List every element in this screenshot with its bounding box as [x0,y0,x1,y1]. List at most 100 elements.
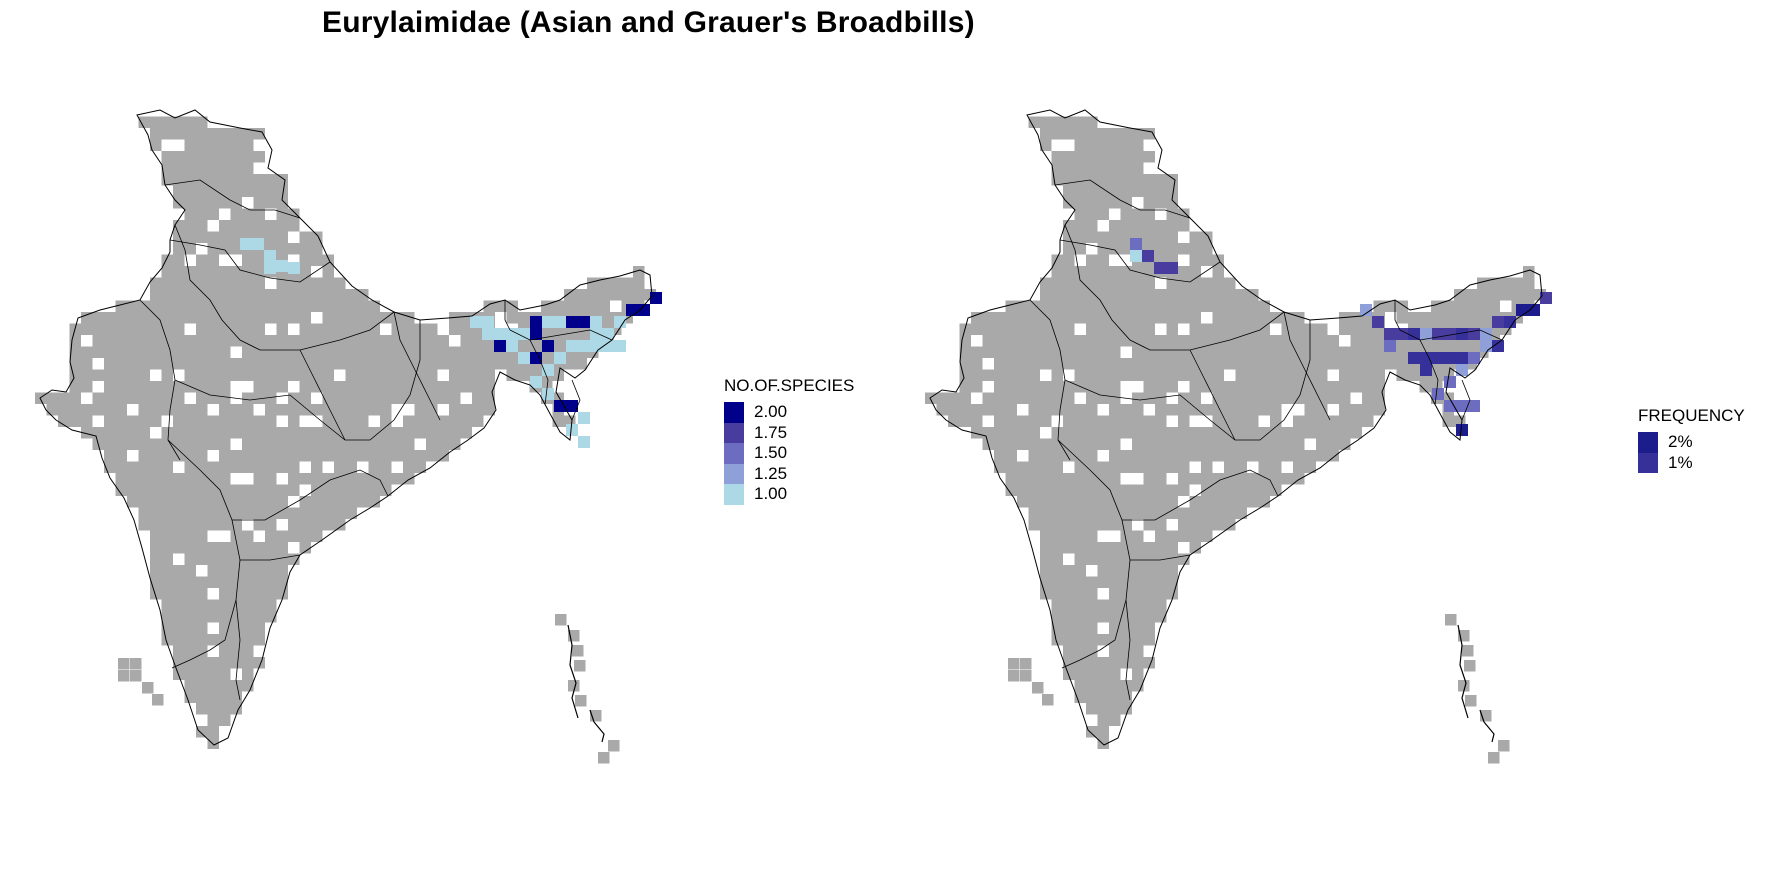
occupied-cell [1492,316,1504,328]
frequency-occupied-cells [1130,238,1552,436]
occupied-cell [1130,250,1142,262]
occupied-cell [1444,328,1456,340]
occupied-cell [1154,262,1166,274]
state-boundary [393,311,441,421]
state-boundary [1419,339,1439,406]
state-boundary [1130,554,1191,561]
figure-title: Eurylaimidae (Asian and Grauer's Broadbi… [322,6,975,39]
occupied-cell [542,340,554,352]
occupied-cell [506,328,518,340]
occupied-cell [566,424,578,436]
occupied-cell [518,352,530,364]
legend-label: 1% [1668,452,1693,472]
occupied-cell [252,238,264,250]
occupied-cell [1372,316,1384,328]
occupied-cell [590,340,602,352]
nicobar-islands-outline [1479,709,1495,743]
state-boundary [171,599,237,669]
occupied-cell [1456,328,1468,340]
legend-swatch [724,463,744,484]
occupied-cell [1166,262,1178,274]
occupied-cell [1384,328,1396,340]
legend-swatch [724,443,744,464]
legend-item: 1.25 [724,463,854,484]
state-boundary [509,329,613,341]
occupied-cell [1142,250,1154,262]
legend-title: NO.OF.SPECIES [724,376,855,395]
legend-swatch [1638,432,1658,453]
occupied-cell [1130,238,1142,250]
occupied-cell [288,262,300,274]
occupied-cell [1456,400,1468,412]
occupied-cell [1408,352,1420,364]
occupied-cell [506,340,518,352]
legend-item: 2.00 [724,402,854,423]
occupied-cell [530,352,542,364]
occupied-cell [650,292,662,304]
state-boundary [1061,599,1127,669]
state-boundary [174,224,395,351]
occupied-cell [566,316,578,328]
occupied-cell [1360,304,1372,316]
occupied-cell [1456,424,1468,436]
occupied-cell [1480,340,1492,352]
state-boundary [1059,239,1221,283]
country-outline [929,109,1543,746]
occupied-cell [1456,352,1468,364]
state-boundary [1399,329,1503,341]
legend-item: 1.50 [724,443,854,464]
occupied-cell [1432,388,1444,400]
occupied-cell [602,340,614,352]
occupied-cell [1456,364,1468,376]
legend-label: 2.00 [754,402,788,422]
state-boundary [1064,224,1285,351]
state-boundary [1283,311,1331,421]
occupied-cell [542,388,554,400]
occupied-cell [482,316,494,328]
species-count-boundaries [39,109,653,746]
occupied-cell [1408,328,1420,340]
occupied-cell [578,316,590,328]
occupied-cell [470,316,482,328]
state-boundary [1189,349,1236,441]
occupied-cell [1396,328,1408,340]
legend-label: 1.50 [754,443,788,463]
species-count-legend: NO.OF.SPECIES 2.00 1.75 1.50 1.25 1.00 [724,376,854,505]
frequency-legend: FREQUENCY 2% 1% [1638,406,1745,473]
legend-label: 1.00 [754,484,788,504]
legend-item: 1.75 [724,422,854,443]
occupied-cell [1492,340,1504,352]
occupied-cell [554,400,566,412]
occupied-cell [1540,292,1552,304]
occupied-cell [1384,340,1396,352]
occupied-cell [554,316,566,328]
frequency-map [890,0,1610,885]
frequency-map-svg [925,109,1552,764]
occupied-cell [554,352,566,364]
state-boundary [1394,300,1401,331]
legend-label: 1.75 [754,422,788,442]
country-outline [39,109,653,746]
legend-swatch [1638,452,1658,473]
occupied-cell [1444,352,1456,364]
occupied-cell [578,340,590,352]
occupied-cell [578,412,590,424]
occupied-cell [590,316,602,328]
state-boundary [1461,379,1471,421]
legend-swatch [724,422,744,443]
occupied-cell [1468,400,1480,412]
legend-swatch [724,402,744,423]
species-count-map-svg [35,109,662,764]
legend-label: 1.25 [754,463,788,483]
occupied-cell [638,304,650,316]
legend-label: 2% [1668,432,1693,452]
occupied-cell [1420,352,1432,364]
occupied-cell [566,340,578,352]
occupied-cell [276,260,288,272]
legend-item: 1.00 [724,484,854,505]
occupied-cell [530,328,542,340]
state-boundary [571,379,581,421]
species-count-map [0,0,720,885]
occupied-cell [1420,364,1432,376]
occupied-cell [566,400,578,412]
